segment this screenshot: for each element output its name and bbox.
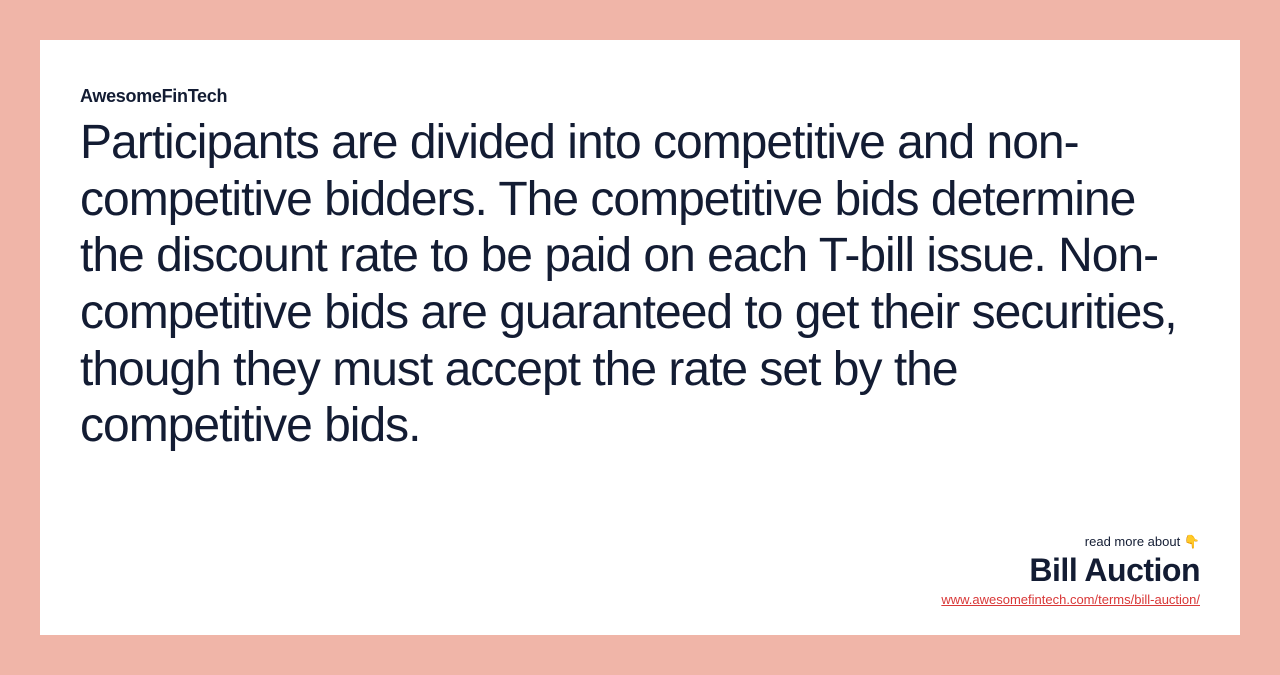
body-text: Participants are divided into competitiv… bbox=[80, 115, 1200, 455]
brand-label: AwesomeFinTech bbox=[80, 86, 1200, 107]
card-footer: read more about 👇 Bill Auction www.aweso… bbox=[941, 534, 1200, 609]
term-title: Bill Auction bbox=[941, 552, 1200, 589]
term-url-link[interactable]: www.awesomefintech.com/terms/bill-auctio… bbox=[941, 592, 1200, 607]
info-card: AwesomeFinTech Participants are divided … bbox=[40, 40, 1240, 635]
read-more-label: read more about 👇 bbox=[941, 534, 1200, 550]
